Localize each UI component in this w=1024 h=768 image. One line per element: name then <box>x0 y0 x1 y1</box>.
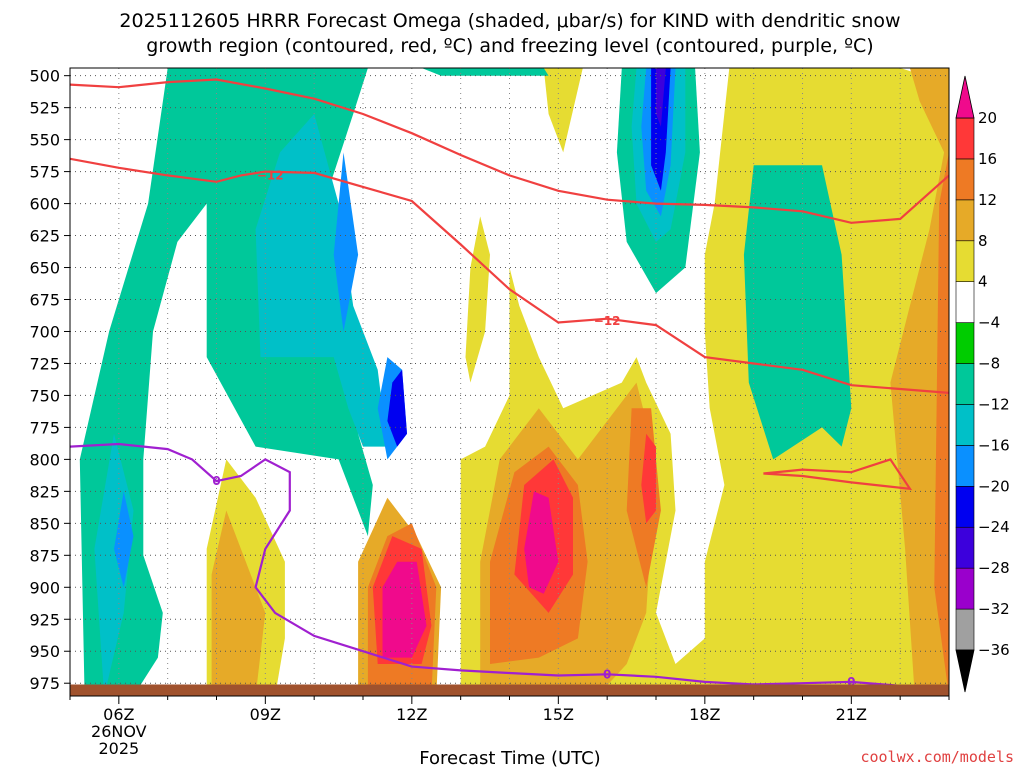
y-tick-label-18: 950 <box>29 642 60 661</box>
colorbar-label-5: −4 <box>978 314 1000 332</box>
x-tick-label-0: 06Z <box>103 705 134 724</box>
y-tick-label-3: 575 <box>29 163 60 182</box>
contour-label-3: 0 <box>603 667 611 681</box>
omega-region-18 <box>934 152 949 696</box>
colorbar-bin-9 <box>955 240 975 282</box>
colorbar-bin-2 <box>955 526 975 569</box>
omega-shading <box>79 68 949 696</box>
y-tick-label-6: 650 <box>29 259 60 278</box>
contour-label-1: −12 <box>594 314 621 328</box>
colorbar-bin-6 <box>955 363 975 405</box>
colorbar-bin-1 <box>955 567 975 610</box>
colorbar-label-10: −24 <box>978 518 1010 536</box>
y-tick-label-17: 925 <box>29 610 60 629</box>
freezing-level-contour-3 <box>70 442 949 694</box>
colorbar-label-7: −12 <box>978 395 1010 413</box>
contour-lines: −12 −12 0 0 0 <box>70 78 949 694</box>
x-tick-label-1: 09Z <box>250 705 281 724</box>
y-tick-label-15: 875 <box>29 546 60 565</box>
omega-colorbar: 20 16 12 8 4 −4 −8 −12 −16 −20 −24 −28 −32 −36 <box>955 75 1010 693</box>
omega-region-8 <box>211 510 266 696</box>
colorbar-label-0: 20 <box>978 109 997 127</box>
omega-region-3 <box>465 216 490 383</box>
colorbar-bin-10 <box>955 199 975 242</box>
contour-label-0: −12 <box>257 168 284 182</box>
colorbar-label-12: −32 <box>978 600 1010 618</box>
omega-region-7 <box>421 68 549 76</box>
x-tick-label-5: 21Z <box>836 705 867 724</box>
y-tick-label-4: 600 <box>29 195 60 214</box>
omega-region-30 <box>656 68 666 127</box>
y-tick-label-13: 825 <box>29 482 60 501</box>
colorbar-label-6: −8 <box>978 355 1000 373</box>
colorbar-bin-0 <box>955 608 975 651</box>
colorbar-bin-7 <box>955 322 975 364</box>
omega-region-2 <box>543 68 583 153</box>
y-tick-label-7: 675 <box>29 291 60 310</box>
site-credit: coolwx.com/models <box>860 748 1014 766</box>
dgz-contour-0 <box>70 78 949 224</box>
omega-region-10 <box>890 68 949 696</box>
x-tick-label-4: 18Z <box>689 705 720 724</box>
colorbar-label-1: 16 <box>978 150 997 168</box>
y-tick-label-5: 625 <box>29 227 60 246</box>
dgz-contour-1 <box>70 157 949 394</box>
contour-label-2: 0 <box>212 474 220 488</box>
y-tick-label-19: 975 <box>29 674 60 693</box>
chart-title-line-1: 2025112605 HRRR Forecast Omega (shaded, … <box>119 10 900 32</box>
colorbar-top-arrow <box>955 75 975 119</box>
colorbar-label-13: −36 <box>978 641 1010 659</box>
y-tick-label-1: 525 <box>29 99 60 118</box>
ground-surface <box>70 684 949 696</box>
y-tick-label-10: 750 <box>29 386 60 405</box>
colorbar-label-9: −20 <box>978 477 1010 495</box>
y-tick-label-9: 725 <box>29 354 60 373</box>
colorbar-bottom-arrow <box>955 649 975 693</box>
x-tick-sublabel-0-1: 2025 <box>98 739 139 758</box>
colorbar-bin-8 <box>955 281 975 323</box>
colorbar-bin-5 <box>955 404 975 446</box>
colorbar-bin-11 <box>955 158 975 201</box>
omega-region-19 <box>333 152 359 332</box>
colorbar-label-2: 12 <box>978 191 997 209</box>
colorbar-bin-4 <box>955 445 975 487</box>
y-tick-label-16: 900 <box>29 578 60 597</box>
omega-region-26 <box>387 369 407 447</box>
colorbar-label-11: −28 <box>978 559 1010 577</box>
y-tick-label-14: 850 <box>29 514 60 533</box>
colorbar-bin-3 <box>955 486 975 528</box>
x-tick-label-2: 12Z <box>396 705 427 724</box>
x-tick-sublabel-0-0: 26NOV <box>91 722 147 741</box>
pressure-axis: 500 525 550 575 600 625 650 675 700 725 750 775 800 8… <box>29 67 70 693</box>
x-tick-label-3: 15Z <box>543 705 574 724</box>
colorbar-bin-12 <box>955 117 975 160</box>
omega-region-6 <box>743 165 852 460</box>
colorbar-label-8: −16 <box>978 436 1010 454</box>
dgz-contour-2 <box>763 458 913 491</box>
y-tick-label-0: 500 <box>29 67 60 86</box>
chart-title-line-2: growth region (contoured, red, ºC) and f… <box>146 35 873 57</box>
contour-label-4: 0 <box>847 675 855 689</box>
omega-region-29 <box>382 561 427 658</box>
y-tick-label-2: 550 <box>29 131 60 150</box>
colorbar-label-3: 8 <box>978 232 988 250</box>
omega-region-13 <box>255 114 388 447</box>
omega-region-24 <box>641 433 656 524</box>
x-axis-title: Forecast Time (UTC) <box>419 748 600 768</box>
colorbar-label-4: 4 <box>978 273 988 291</box>
y-tick-label-11: 775 <box>29 418 60 437</box>
y-tick-label-8: 700 <box>29 322 60 341</box>
omega-region-28 <box>524 491 559 594</box>
y-tick-label-12: 800 <box>29 450 60 469</box>
ground-bar <box>70 684 949 696</box>
